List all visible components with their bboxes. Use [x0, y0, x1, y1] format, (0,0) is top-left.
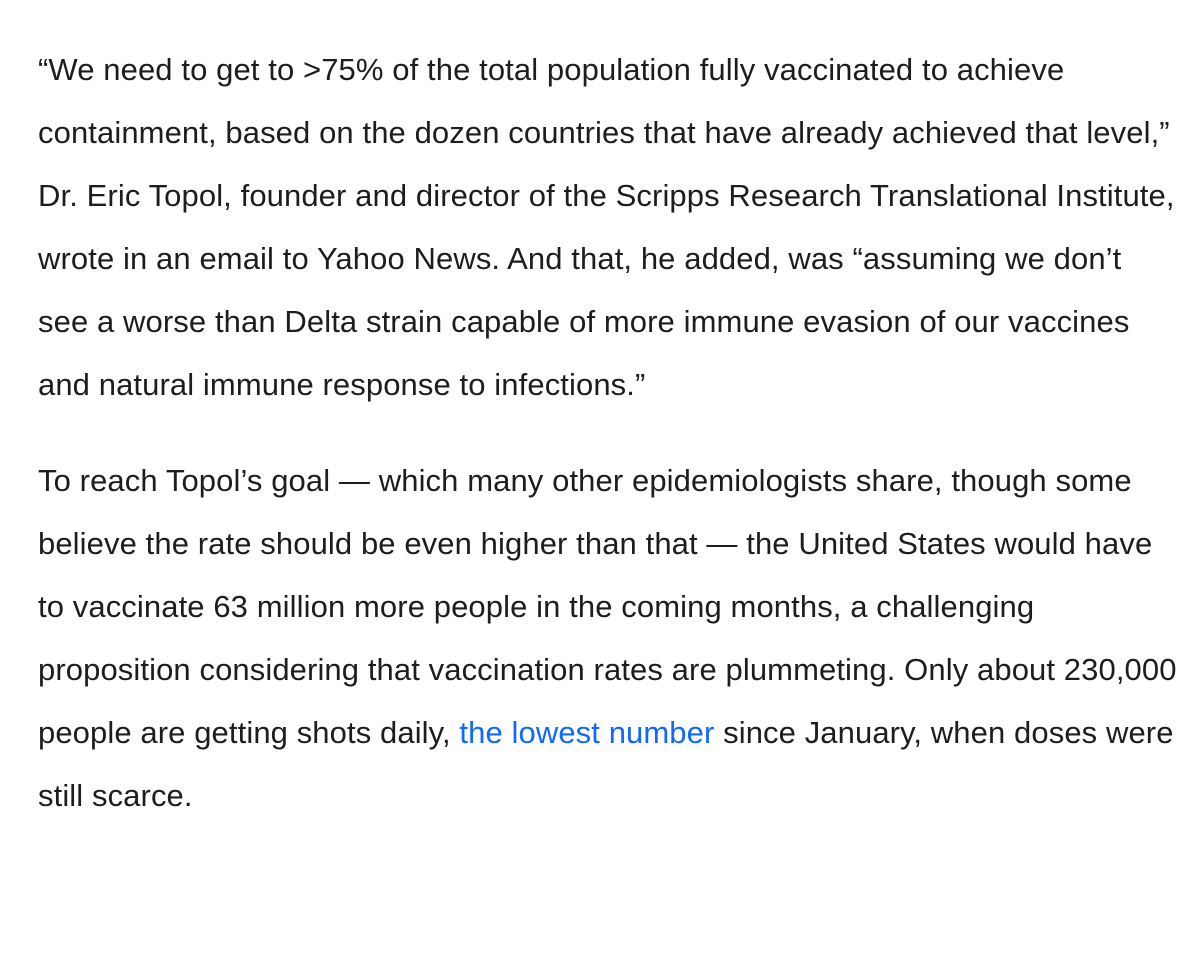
article-body: “We need to get to >75% of the total pop…	[38, 38, 1178, 827]
paragraph-text-before-link: To reach Topol’s goal — which many other…	[38, 463, 1177, 750]
lowest-number-link[interactable]: the lowest number	[459, 715, 715, 750]
paragraph-text-after-link: since January, when doses were still sca…	[38, 715, 1174, 813]
scroll-fade	[0, 0, 1200, 14]
quote-paragraph: “We need to get to >75% of the total pop…	[38, 52, 1175, 402]
body-paragraph: To reach Topol’s goal — which many other…	[38, 449, 1178, 827]
